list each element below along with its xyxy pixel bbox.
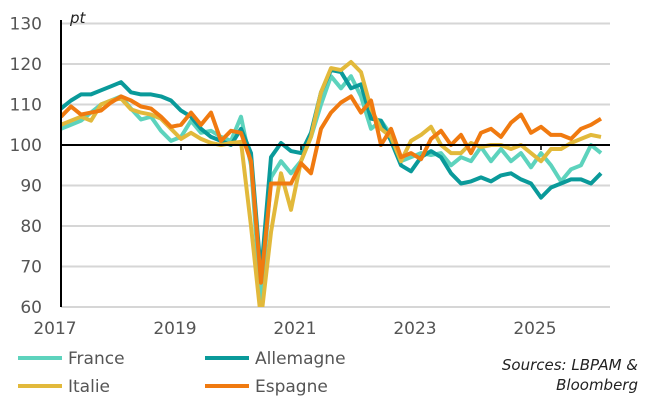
legend-label: Espagne [255, 377, 328, 397]
series-line-espagne [61, 94, 603, 285]
legend-item-france: France [18, 349, 125, 369]
legend-item-allemagne: Allemagne [205, 349, 346, 369]
legend-item-espagne: Espagne [205, 377, 328, 397]
y-tick-label: 60 [20, 298, 42, 318]
x-axis-ticks: 2017 2019 2021 2023 2025 [33, 145, 557, 339]
legend-label: France [68, 349, 125, 369]
source-line-1: Sources: LBPAM & [502, 356, 638, 374]
series-lines [61, 60, 603, 307]
x-tick-label: 2019 [153, 319, 196, 339]
y-tick-label: 80 [20, 217, 42, 237]
y-tick-label: 130 [10, 15, 42, 35]
y-tick-label: 70 [20, 258, 42, 278]
series-line-allemagne [61, 68, 603, 277]
series-line-italie [61, 60, 602, 307]
legend-label: Italie [68, 377, 110, 397]
legend-item-italie: Italie [18, 377, 110, 397]
y-axis-ticks: 60 70 80 90 100 110 120 130 [10, 15, 42, 319]
x-tick-label: 2023 [393, 319, 436, 339]
y-tick-label: 110 [10, 96, 42, 116]
unit-label: pt [69, 9, 87, 27]
legend-label: Allemagne [255, 349, 346, 369]
gridlines [61, 22, 610, 308]
source-line-2: Bloomberg [556, 376, 638, 394]
x-tick-label: 2025 [513, 319, 556, 339]
y-tick-label: 120 [10, 55, 42, 75]
x-tick-label: 2021 [273, 319, 316, 339]
y-tick-label: 90 [20, 177, 42, 197]
x-tick-label: 2017 [33, 319, 76, 339]
legend: France Allemagne Italie Espagne [18, 349, 346, 397]
y-tick-label: 100 [10, 136, 42, 156]
